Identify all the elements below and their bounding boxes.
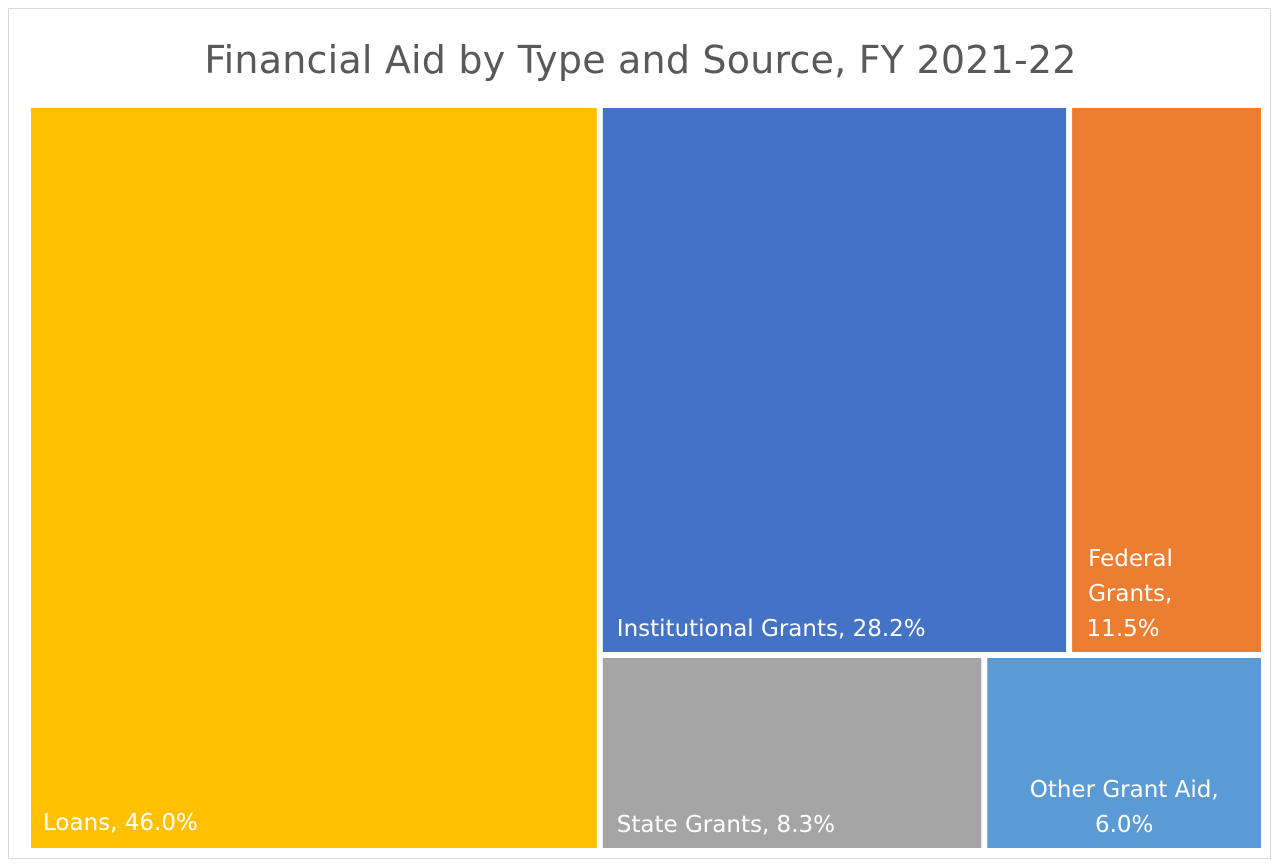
treemap-label-federal-grants-line-2: 11.5% (1087, 616, 1160, 642)
treemap-label-loans-line-0: Loans, 46.0% (43, 810, 198, 836)
chart-title: Financial Aid by Type and Source, FY 202… (204, 38, 1077, 82)
treemap-tile-institutional-grants (602, 108, 1067, 652)
treemap-tile-federal-grants (1072, 108, 1261, 652)
treemap-label-other-grant-aid-line-1: 6.0% (1095, 812, 1153, 838)
treemap-label-federal-grants-line-1: Grants, (1088, 581, 1172, 607)
treemap-tile-loans (31, 108, 597, 848)
treemap-label-state-grants-line-0: State Grants, 8.3% (617, 812, 835, 838)
treemap-tile-other-grant-aid (987, 658, 1261, 848)
treemap-label-federal-grants-line-0: Federal (1088, 546, 1173, 572)
treemap-label-institutional-grants-line-0: Institutional Grants, 28.2% (617, 616, 926, 642)
treemap-tile-state-grants (602, 658, 982, 848)
treemap-label-other-grant-aid-line-0: Other Grant Aid, (1030, 777, 1219, 803)
